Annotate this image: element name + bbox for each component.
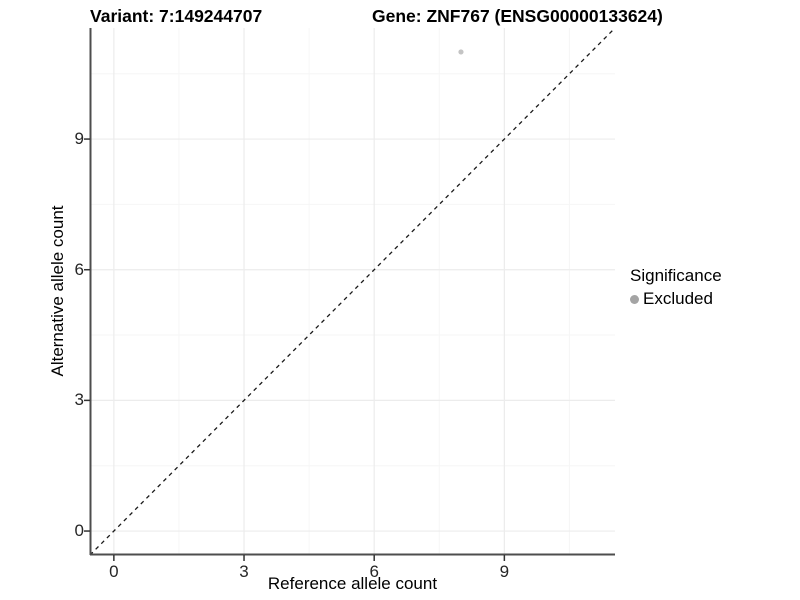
legend-item-label: Excluded — [643, 289, 713, 308]
plot-title-variant: Variant: 7:149244707 — [90, 6, 263, 26]
y-tick-label: 0 — [74, 521, 84, 541]
excluded-point-icon — [630, 294, 639, 304]
plot-title-gene: Gene: ZNF767 (ENSG00000133624) — [372, 6, 663, 26]
legend-item-excluded: Excluded — [630, 289, 722, 309]
x-tick-label: 0 — [109, 562, 119, 581]
legend-title: Significance — [630, 266, 722, 285]
identity-dashed-line — [89, 27, 616, 556]
x-axis-title: Reference allele count — [267, 574, 438, 593]
y-tick-label: 9 — [74, 129, 84, 149]
x-tick-label: 3 — [239, 562, 249, 581]
x-tick-label: 6 — [369, 562, 379, 581]
plot-panel — [84, 27, 616, 561]
data-point-excluded — [458, 49, 464, 55]
y-tick-label: 6 — [74, 259, 84, 279]
scatter-plot-canvas — [84, 27, 616, 561]
y-axis-title: Alternative allele count — [48, 205, 67, 377]
y-tick-label: 3 — [74, 390, 84, 410]
x-tick-label: 9 — [499, 562, 510, 581]
legend: Significance Excluded — [630, 266, 722, 309]
